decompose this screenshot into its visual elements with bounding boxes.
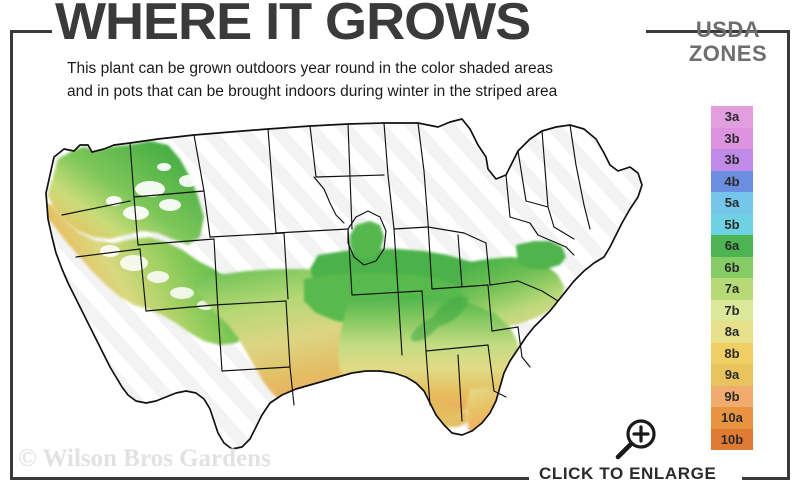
legend-zone-swatch: 4b — [711, 170, 753, 192]
hardiness-zone-map[interactable] — [18, 105, 658, 460]
legend-title: USDA ZONES — [676, 18, 780, 66]
magnifier-plus-icon[interactable] — [613, 417, 659, 468]
legend-zone-swatch: 5a — [711, 192, 753, 214]
legend-title-line-1: USDA — [695, 17, 761, 42]
frame-right-segment — [787, 30, 790, 480]
us-map-svg — [45, 118, 643, 450]
legend-zone-swatch: 10a — [711, 407, 753, 429]
frame-top-right-segment — [646, 30, 790, 33]
legend-zone-swatch: 8b — [711, 342, 753, 364]
usda-zone-legend: 3a 3b 3b 4b 5a 5b 6a 6b 7a 7b 8a 8b 9a 9b 10a 10b — [711, 106, 753, 450]
legend-zone-swatch: 8a — [711, 321, 753, 343]
description-text: This plant can be grown outdoors year ro… — [67, 57, 627, 103]
legend-zone-swatch: 9a — [711, 364, 753, 386]
frame-top-left-segment — [10, 30, 52, 33]
legend-zone-swatch: 9b — [711, 385, 753, 407]
legend-zone-swatch: 3a — [711, 106, 753, 128]
frame-left-segment — [10, 30, 13, 480]
click-to-enlarge-label[interactable]: CLICK TO ENLARGE — [539, 464, 717, 483]
frame-bottom-left-segment — [10, 477, 529, 480]
legend-zone-swatch: 3b — [711, 127, 753, 149]
legend-zone-swatch: 6b — [711, 256, 753, 278]
legend-zone-swatch: 10b — [711, 428, 753, 450]
watermark: © Wilson Bros Gardens — [18, 445, 271, 472]
map-state-borders — [45, 118, 643, 450]
legend-zone-swatch: 7b — [711, 299, 753, 321]
legend-title-line-2: ZONES — [688, 41, 768, 66]
legend-zone-swatch: 3b — [711, 149, 753, 171]
page-title: WHERE IT GROWS — [55, 0, 531, 51]
legend-zone-swatch: 6a — [711, 235, 753, 257]
description-line-1: This plant can be grown outdoors year ro… — [67, 60, 553, 77]
legend-zone-swatch: 5b — [711, 213, 753, 235]
legend-zone-swatch: 7a — [711, 278, 753, 300]
description-line-2: and in pots that can be brought indoors … — [67, 83, 558, 100]
frame-bottom-right-segment — [742, 477, 790, 480]
